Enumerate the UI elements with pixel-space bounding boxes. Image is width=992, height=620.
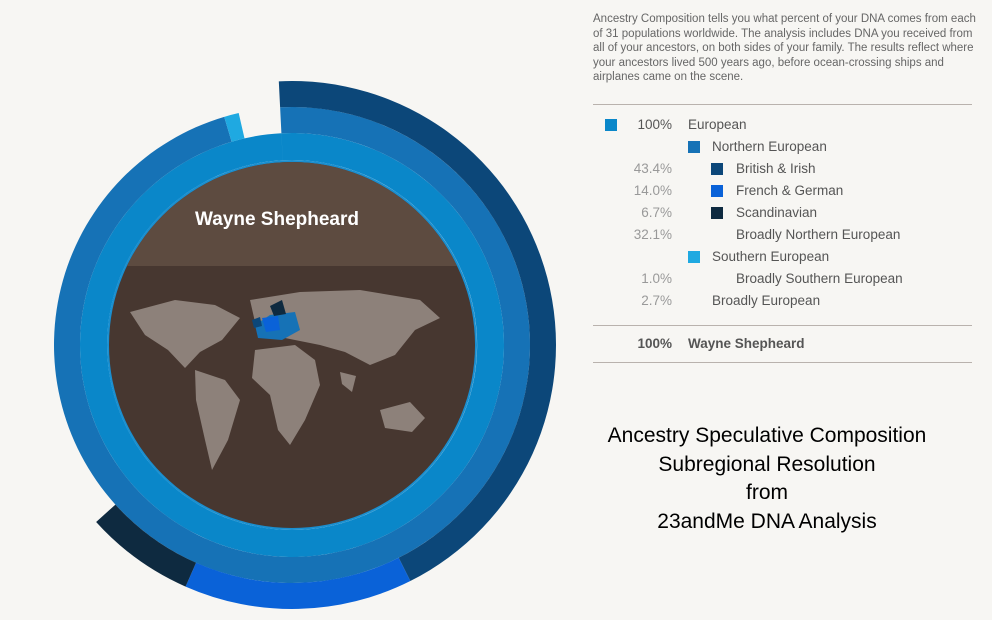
ring-segment xyxy=(185,557,411,609)
table-row: Southern European xyxy=(593,245,972,267)
table-row: 6.7% Scandinavian xyxy=(593,201,972,223)
ring-segment xyxy=(96,504,197,587)
table-row: 32.1% Broadly Northern European xyxy=(593,223,972,245)
caption-line: from xyxy=(746,481,788,504)
caption-line: 23andMe DNA Analysis xyxy=(657,509,877,533)
percent: 1.0% xyxy=(641,271,672,286)
swatch xyxy=(711,163,723,175)
percent: 6.7% xyxy=(641,205,672,220)
swatch xyxy=(688,141,700,153)
percent: 32.1% xyxy=(633,227,672,242)
name: Southern European xyxy=(712,249,830,264)
ring-segment xyxy=(224,113,245,142)
percent: 2.7% xyxy=(641,293,672,308)
name: Wayne Shepheard xyxy=(688,336,805,351)
name: French & German xyxy=(736,183,844,198)
name: Broadly Northern European xyxy=(736,227,901,242)
name: Northern European xyxy=(712,139,827,154)
swatch xyxy=(711,207,723,219)
ancestry-table: 100% European Northern European 43.4% Britis… xyxy=(593,104,972,363)
british-highlight xyxy=(252,317,262,328)
caption-line: Ancestry Speculative Composition xyxy=(607,424,927,447)
percent: 43.4% xyxy=(633,161,672,176)
caption: Ancestry Speculative Composition Subregio… xyxy=(560,422,974,536)
table-row: 2.7% Broadly European xyxy=(593,289,972,311)
table-row: 100% European xyxy=(593,113,972,135)
percent: 100% xyxy=(637,336,672,351)
caption-line: Subregional Resolution xyxy=(658,452,876,476)
swatch xyxy=(711,185,723,197)
world-map xyxy=(130,290,440,470)
swatch xyxy=(605,119,617,131)
percent: 14.0% xyxy=(633,183,672,198)
table-row: Northern European xyxy=(593,135,972,157)
name: Scandinavian xyxy=(736,205,818,220)
name: European xyxy=(688,117,747,132)
table-row: 14.0% French & German xyxy=(593,179,972,201)
description: Ancestry Composition tells you what perc… xyxy=(593,13,976,83)
table-row: 43.4% British & Irish xyxy=(593,157,972,179)
scandinavia-highlight xyxy=(270,300,286,316)
total-row: 100% Wayne Shepheard xyxy=(593,325,972,363)
name: British & Irish xyxy=(736,161,816,176)
france-germany-highlight xyxy=(262,316,280,332)
rings xyxy=(53,81,557,609)
table-row: 1.0% Broadly Southern European xyxy=(593,267,972,289)
chart-title: Wayne Shepheard xyxy=(195,209,359,230)
map-disc xyxy=(109,162,475,528)
ring-segment xyxy=(278,81,557,582)
percent: 100% xyxy=(637,117,672,132)
name: Broadly European xyxy=(712,293,821,308)
name: Broadly Southern European xyxy=(736,271,903,286)
swatch xyxy=(688,251,700,263)
